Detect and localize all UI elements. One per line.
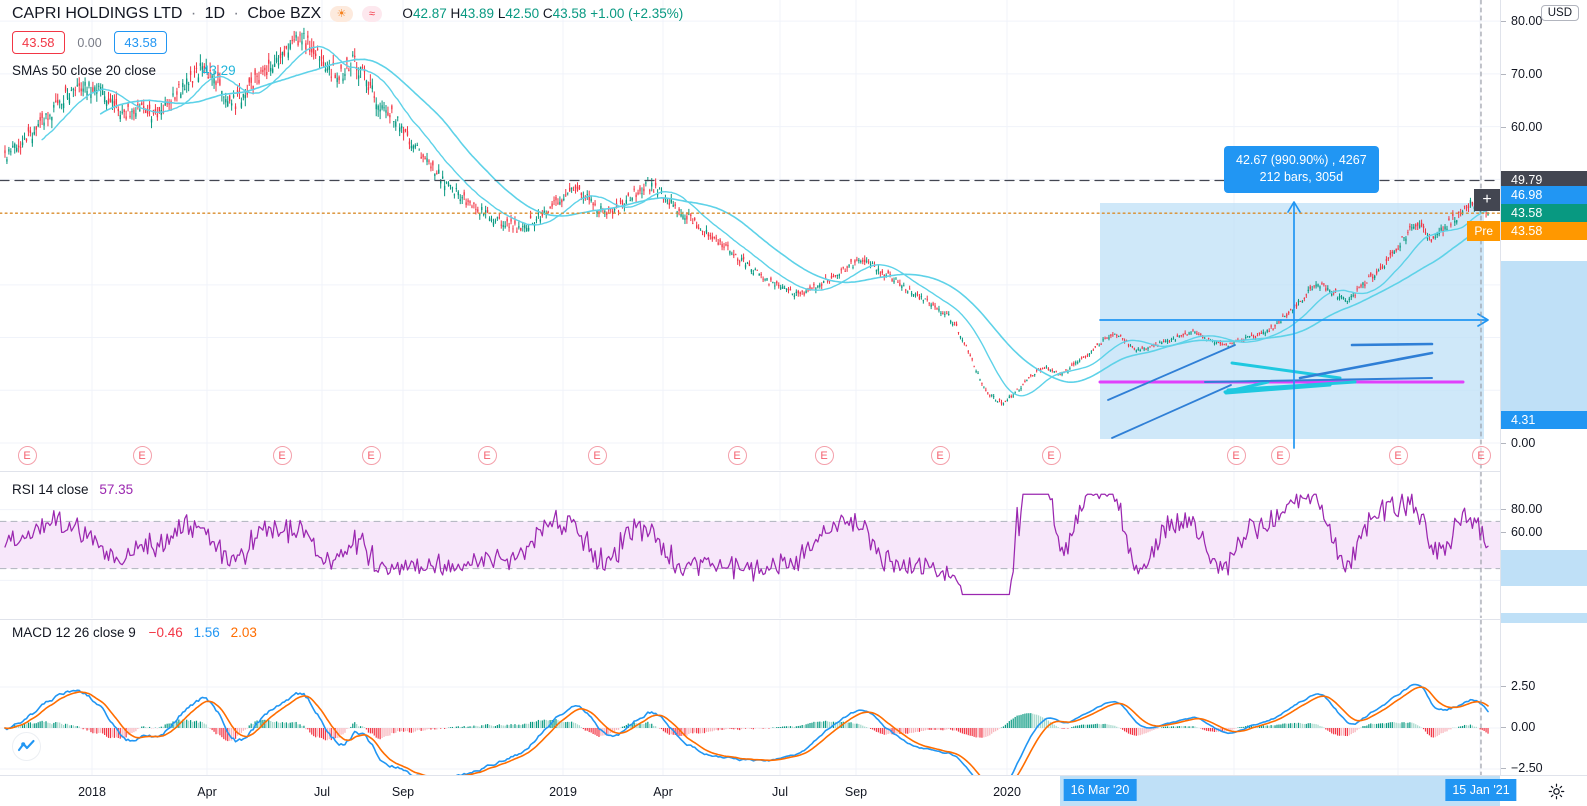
macd-line-value: 1.56 xyxy=(193,625,220,640)
sma-legend-value: 43.29 xyxy=(201,63,236,78)
time-axis-tick: Sep xyxy=(391,785,415,799)
chart-settings-gear-icon[interactable] xyxy=(1548,783,1565,800)
rsi-legend-value: 57.35 xyxy=(99,482,134,497)
macd-legend-title[interactable]: MACD 12 26 close 9 xyxy=(12,625,136,640)
macd-pane[interactable] xyxy=(0,619,1500,775)
earnings-marker[interactable]: E xyxy=(1270,446,1290,465)
low-label: L xyxy=(497,6,506,21)
close-value: 43.58 xyxy=(552,6,587,21)
earnings-marker[interactable]: E xyxy=(17,446,37,465)
currency-badge[interactable]: USD xyxy=(1540,5,1579,21)
price-axis-tick: 60.00 xyxy=(1500,119,1543,134)
earnings-marker[interactable]: E xyxy=(361,446,381,465)
macd-axis-selection-highlight xyxy=(1501,613,1587,623)
earnings-marker[interactable]: E xyxy=(1388,446,1408,465)
rsi-legend-title[interactable]: RSI 14 close xyxy=(12,482,89,497)
earnings-marker[interactable]: E xyxy=(814,446,834,465)
time-axis-tick: 2019 xyxy=(549,785,577,799)
price-axis[interactable]: USD 80.0070.0060.0050.0030.0020.0010.000… xyxy=(1467,0,1587,806)
symbol-name[interactable]: CAPRI HOLDINGS LTD xyxy=(12,5,183,22)
measurement-tooltip: 42.67 (990.90%) , 4267 212 bars, 305d xyxy=(1224,146,1379,193)
time-axis-tick: 2020 xyxy=(993,785,1021,799)
time-axis-tick: Jul xyxy=(314,785,330,799)
earnings-marker[interactable]: E xyxy=(727,446,747,465)
change-value: +1.00 (+2.35%) xyxy=(590,6,684,21)
earnings-marker[interactable]: E xyxy=(1041,446,1061,465)
macd-legend[interactable]: MACD 12 26 close 9 −0.46 1.56 2.03 xyxy=(12,625,257,640)
time-axis-tick: Apr xyxy=(653,785,673,799)
tradingview-logo-icon[interactable] xyxy=(12,732,41,761)
rsi-axis-tick: 60.00 xyxy=(1500,525,1543,540)
rsi-pane[interactable] xyxy=(0,471,1500,618)
sma-legend[interactable]: SMAs 50 close 20 close 43.29 xyxy=(12,63,236,78)
time-axis-tick: Jul xyxy=(772,785,788,799)
price-axis-badge[interactable]: 4.31 xyxy=(1501,411,1587,430)
price-axis-badge[interactable]: 43.58 xyxy=(1501,222,1587,240)
earnings-marker[interactable]: E xyxy=(477,446,497,465)
extended-hours-icon[interactable]: ≈ xyxy=(361,5,382,22)
price-boxes: 43.58 0.00 43.58 xyxy=(12,31,167,54)
price-axis-tick: 80.00 xyxy=(1500,14,1543,29)
measurement-line-2: 212 bars, 305d xyxy=(1259,170,1344,184)
price-axis-badge[interactable]: 46.98 xyxy=(1501,186,1587,205)
macd-axis-tick: 0.00 xyxy=(1500,720,1536,734)
earnings-marker[interactable]: E xyxy=(132,446,152,465)
macd-axis-tick: −2.50 xyxy=(1501,761,1543,775)
crosshair-handle-icon[interactable]: + xyxy=(1474,189,1500,211)
macd-hist-value: −0.46 xyxy=(148,625,183,640)
price-box-low[interactable]: 43.58 xyxy=(12,31,65,54)
earnings-marker[interactable]: E xyxy=(272,446,292,465)
rsi-axis-selection-highlight xyxy=(1501,549,1587,587)
time-axis[interactable]: 2018AprJulSep2019AprJulSep2020JulOct 16 … xyxy=(0,775,1587,806)
time-axis-tick: 2018 xyxy=(78,785,106,799)
open-value: 42.87 xyxy=(412,6,447,21)
measurement-line-1: 42.67 (990.90%) , 4267 xyxy=(1236,153,1367,167)
interval-label[interactable]: 1D xyxy=(204,5,226,22)
high-label: H xyxy=(450,6,461,21)
price-box-high[interactable]: 43.58 xyxy=(114,31,167,54)
time-axis-tick: Sep xyxy=(844,785,868,799)
premarket-sun-icon[interactable]: ☀ xyxy=(329,5,354,22)
earnings-marker[interactable]: E xyxy=(930,446,950,465)
low-value: 42.50 xyxy=(505,6,540,21)
high-value: 43.89 xyxy=(460,6,495,21)
close-label: C xyxy=(542,6,553,21)
legend-separator-1: · xyxy=(190,5,197,22)
sma-legend-title[interactable]: SMAs 50 close 20 close xyxy=(12,63,157,78)
macd-axis-tick: 2.50 xyxy=(1500,679,1536,693)
price-axis-badge[interactable]: 43.58 xyxy=(1501,204,1587,223)
ohlc-values: O42.87 H43.89 L42.50 C43.58 +1.00 (+2.35… xyxy=(402,6,683,21)
macd-signal-value: 2.03 xyxy=(230,625,257,640)
price-axis-selection-highlight xyxy=(1501,261,1587,421)
earnings-marker[interactable]: E xyxy=(1471,446,1491,465)
legend-separator-2: · xyxy=(233,5,239,22)
exchange-label[interactable]: Cboe BZX xyxy=(247,5,322,22)
rsi-legend[interactable]: RSI 14 close 57.35 xyxy=(12,482,133,497)
price-axis-tick: 0.00 xyxy=(1500,436,1536,450)
time-axis-badge[interactable]: 15 Jan '21 xyxy=(1445,779,1517,801)
price-box-change: 0.00 xyxy=(77,35,102,50)
open-label: O xyxy=(402,6,413,21)
rsi-axis-tick: 80.00 xyxy=(1500,501,1543,516)
time-axis-badge[interactable]: 16 Mar '20 xyxy=(1063,779,1137,801)
price-axis-badge[interactable]: 49.79 xyxy=(1501,171,1587,190)
premarket-badge: Pre xyxy=(1467,221,1500,241)
price-axis-tick: 70.00 xyxy=(1500,66,1543,81)
symbol-legend[interactable]: CAPRI HOLDINGS LTD · 1D · Cboe BZX ☀ ≈ O… xyxy=(12,5,683,23)
time-axis-tick: Apr xyxy=(197,785,217,799)
earnings-marker[interactable]: E xyxy=(1226,446,1246,465)
earnings-marker[interactable]: E xyxy=(587,446,607,465)
